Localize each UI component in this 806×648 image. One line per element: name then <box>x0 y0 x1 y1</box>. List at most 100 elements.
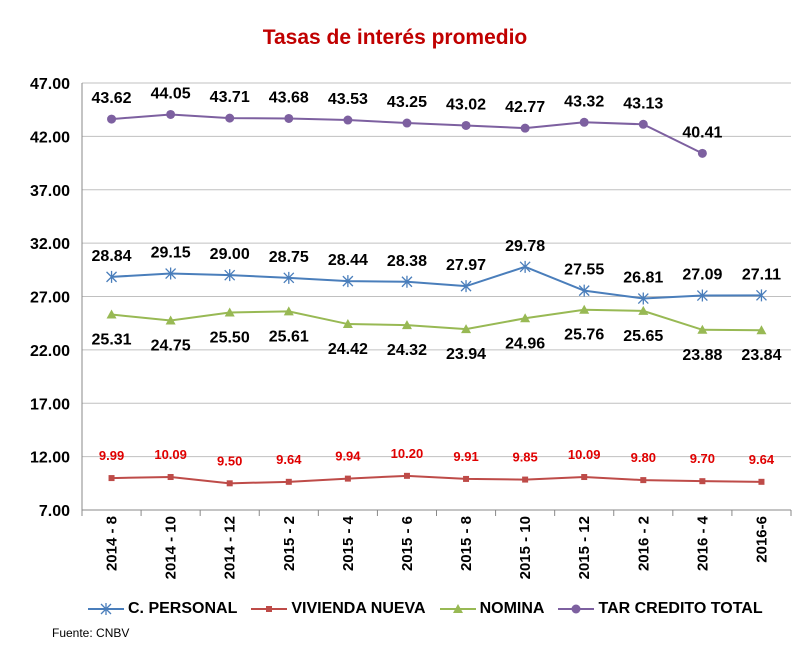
data-label: 25.50 <box>210 330 250 347</box>
data-point <box>343 115 353 125</box>
data-point <box>225 113 235 123</box>
data-point <box>166 109 176 119</box>
y-tick-label: 17.00 <box>30 396 70 413</box>
legend-label: C. PERSONAL <box>128 600 238 617</box>
data-label: 9.85 <box>512 450 537 465</box>
legend-item: TAR CREDITO TOTAL <box>558 600 763 618</box>
data-label: 24.96 <box>505 335 545 352</box>
data-point <box>284 113 294 123</box>
data-label: 28.44 <box>328 252 368 269</box>
data-label: 25.31 <box>92 332 132 349</box>
data-point <box>283 271 295 284</box>
data-label: 24.75 <box>151 338 191 355</box>
series-line <box>111 474 762 485</box>
data-point <box>106 270 118 283</box>
data-label: 43.02 <box>446 96 486 113</box>
data-point <box>758 478 765 485</box>
data-label: 28.75 <box>269 249 309 266</box>
y-tick-label: 12.00 <box>30 450 70 467</box>
data-point <box>697 324 708 334</box>
data-point <box>579 117 589 127</box>
data-point <box>522 476 529 483</box>
legend-marker <box>571 604 581 614</box>
data-label: 44.05 <box>151 85 191 102</box>
data-label: 26.81 <box>623 270 663 287</box>
y-tick-label: 32.00 <box>30 236 70 253</box>
data-point <box>165 267 177 280</box>
legend-item: VIVIENDA NUEVA <box>251 600 426 618</box>
data-label: 43.71 <box>210 89 250 106</box>
y-tick-label: 37.00 <box>30 183 70 200</box>
data-label: 24.32 <box>387 342 427 359</box>
series-line <box>111 265 762 300</box>
data-label: 9.94 <box>335 449 361 464</box>
data-label: 9.99 <box>99 448 124 463</box>
x-tick-label: 2016-6 <box>753 516 770 563</box>
data-point <box>106 309 117 319</box>
x-tick-label: 2015 - 8 <box>458 516 475 571</box>
data-point <box>224 269 236 282</box>
data-label: 25.76 <box>564 327 604 344</box>
data-point <box>463 475 470 482</box>
data-point <box>165 315 176 325</box>
data-point <box>342 275 354 288</box>
legend-item: NOMINA <box>439 600 544 618</box>
circle-marker-icon <box>558 604 595 614</box>
data-point <box>755 289 767 302</box>
x-tick-label: 2014 - 10 <box>163 516 180 579</box>
x-tick-label: 2015 - 6 <box>399 516 416 571</box>
y-tick-label: 22.00 <box>30 343 70 360</box>
data-label: 43.53 <box>328 91 368 108</box>
data-label: 29.15 <box>151 245 191 262</box>
data-point <box>638 119 648 129</box>
data-label: 9.64 <box>749 452 775 467</box>
data-label: 9.64 <box>276 452 302 467</box>
data-point <box>461 324 472 334</box>
data-point <box>403 472 410 479</box>
data-point <box>402 118 412 128</box>
data-point <box>697 148 707 158</box>
data-label: 40.41 <box>682 124 722 141</box>
data-label: 10.20 <box>391 446 424 461</box>
data-label: 43.13 <box>623 95 663 112</box>
data-point <box>342 319 353 329</box>
x-tick-label: 2015 - 10 <box>517 516 534 579</box>
data-point <box>226 480 233 487</box>
data-label: 43.62 <box>92 90 132 107</box>
data-label: 9.50 <box>217 453 242 468</box>
legend: C. PERSONAL VIVIENDA NUEVA NOMINA TAR CREDI… <box>88 600 763 618</box>
data-label: 9.91 <box>453 449 478 464</box>
x-tick-label: 2016 - 2 <box>635 516 652 571</box>
y-tick-label: 42.00 <box>30 129 70 146</box>
data-label: 29.78 <box>505 238 545 255</box>
legend-marker <box>100 603 112 615</box>
data-label: 43.32 <box>564 93 604 110</box>
legend-marker <box>452 604 463 613</box>
data-label: 28.84 <box>92 248 132 265</box>
data-label: 9.70 <box>690 451 715 466</box>
data-label: 10.09 <box>568 447 601 462</box>
data-label: 25.61 <box>269 328 309 345</box>
data-label: 9.80 <box>631 450 656 465</box>
y-tick-label: 27.00 <box>30 290 70 307</box>
data-point <box>401 320 412 330</box>
x-tick-label: 2015 - 2 <box>281 516 298 571</box>
data-label: 23.84 <box>741 347 781 364</box>
data-point <box>461 120 471 130</box>
data-point <box>107 114 117 124</box>
data-point <box>108 475 115 482</box>
data-label: 24.42 <box>328 341 368 358</box>
data-point <box>285 478 292 485</box>
source-note: Fuente: CNBV <box>52 626 130 640</box>
square-marker-icon <box>251 606 288 612</box>
data-point <box>167 474 174 481</box>
series-line <box>111 308 762 332</box>
data-label: 25.65 <box>623 328 663 345</box>
y-tick-label: 47.00 <box>30 76 70 93</box>
data-label: 27.97 <box>446 257 486 274</box>
data-point <box>696 289 708 302</box>
legend-item: C. PERSONAL <box>88 600 237 618</box>
star-marker-icon <box>88 603 124 615</box>
